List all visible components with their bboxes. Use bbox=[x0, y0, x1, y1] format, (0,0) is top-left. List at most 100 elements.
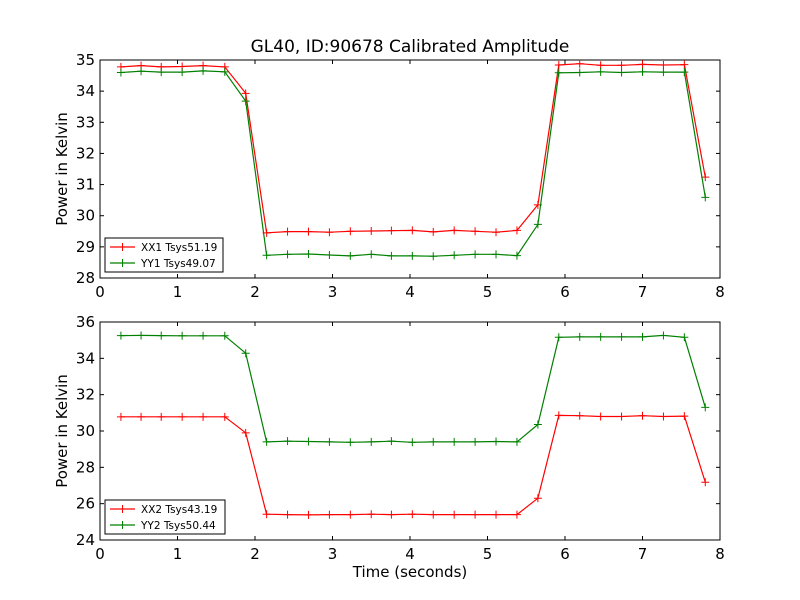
data-point bbox=[283, 227, 292, 236]
data-point bbox=[178, 412, 187, 421]
data-point bbox=[471, 510, 480, 519]
legend-label: XX1 Tsys51.19 bbox=[141, 242, 217, 254]
data-point bbox=[408, 510, 417, 519]
data-point bbox=[638, 332, 647, 341]
data-point bbox=[512, 437, 521, 446]
data-point bbox=[304, 437, 313, 446]
legend-marker bbox=[118, 505, 127, 513]
legend-marker bbox=[118, 243, 127, 251]
data-point bbox=[325, 510, 334, 519]
data-point bbox=[575, 68, 584, 77]
data-point bbox=[241, 428, 250, 437]
data-point bbox=[659, 412, 668, 421]
data-point bbox=[304, 510, 313, 519]
series-2 bbox=[116, 66, 710, 261]
data-point bbox=[659, 331, 668, 340]
x-tick-label: 3 bbox=[328, 283, 338, 301]
x-tick-label: 8 bbox=[715, 283, 725, 301]
data-point bbox=[575, 332, 584, 341]
x-tick-label: 0 bbox=[95, 545, 105, 563]
data-point bbox=[346, 438, 355, 447]
data-point bbox=[367, 250, 376, 259]
data-point bbox=[680, 68, 689, 77]
data-point bbox=[596, 332, 605, 341]
data-point bbox=[638, 60, 647, 69]
data-point bbox=[680, 60, 689, 69]
data-point bbox=[492, 437, 501, 446]
data-point bbox=[492, 250, 501, 259]
data-point bbox=[220, 67, 229, 76]
data-point bbox=[116, 68, 125, 77]
data-point bbox=[554, 68, 563, 77]
data-point bbox=[701, 403, 710, 412]
data-point bbox=[471, 250, 480, 259]
y-axis-label: Power in Kelvin bbox=[53, 112, 71, 226]
y-axis-label: Power in Kelvin bbox=[53, 374, 71, 488]
data-point bbox=[638, 411, 647, 420]
data-point bbox=[304, 250, 313, 259]
data-point bbox=[429, 227, 438, 236]
x-tick-label: 7 bbox=[638, 545, 648, 563]
data-point bbox=[387, 510, 396, 519]
data-point bbox=[283, 437, 292, 446]
data-point bbox=[554, 411, 563, 420]
data-point bbox=[283, 510, 292, 519]
y-tick-label: 30 bbox=[76, 207, 95, 225]
data-point bbox=[241, 89, 250, 98]
data-point bbox=[554, 60, 563, 69]
y-tick-label: 34 bbox=[76, 82, 95, 100]
data-point bbox=[701, 478, 710, 487]
x-tick-label: 0 bbox=[95, 283, 105, 301]
data-point bbox=[492, 228, 501, 237]
data-point bbox=[429, 252, 438, 261]
data-point bbox=[325, 250, 334, 259]
data-point bbox=[429, 437, 438, 446]
x-tick-label: 2 bbox=[250, 545, 260, 563]
data-point bbox=[387, 437, 396, 446]
y-tick-label: 32 bbox=[76, 386, 95, 404]
y-tick-label: 32 bbox=[76, 144, 95, 162]
y-tick-label: 28 bbox=[76, 269, 95, 287]
x-tick-label: 6 bbox=[560, 283, 570, 301]
data-point bbox=[617, 412, 626, 421]
data-point bbox=[137, 67, 146, 76]
y-tick-label: 26 bbox=[76, 495, 95, 513]
x-tick-label: 1 bbox=[173, 283, 183, 301]
legend-marker bbox=[118, 521, 127, 529]
x-tick-label: 3 bbox=[328, 545, 338, 563]
legend-box bbox=[104, 237, 224, 273]
data-point bbox=[304, 227, 313, 236]
legend-label: XX2 Tsys43.19 bbox=[141, 504, 217, 516]
data-point bbox=[137, 412, 146, 421]
y-tick-label: 36 bbox=[76, 313, 95, 331]
data-point bbox=[367, 226, 376, 235]
figure-title: GL40, ID:90678 Calibrated Amplitude bbox=[251, 37, 570, 57]
data-point bbox=[346, 510, 355, 519]
data-point bbox=[241, 349, 250, 358]
data-point bbox=[617, 61, 626, 70]
data-point bbox=[157, 412, 166, 421]
data-point bbox=[575, 411, 584, 420]
data-point bbox=[199, 66, 208, 75]
x-tick-label: 8 bbox=[715, 545, 725, 563]
x-tick-label: 4 bbox=[405, 283, 415, 301]
data-point bbox=[554, 333, 563, 342]
legend: XX1 Tsys51.19 YY1 Tsys49.07 bbox=[104, 237, 224, 273]
data-point bbox=[680, 333, 689, 342]
data-point bbox=[220, 412, 229, 421]
data-point bbox=[617, 68, 626, 77]
data-point bbox=[199, 331, 208, 340]
data-point bbox=[346, 251, 355, 260]
data-point bbox=[116, 412, 125, 421]
x-tick-label: 5 bbox=[483, 283, 493, 301]
data-point bbox=[533, 420, 542, 429]
data-point bbox=[575, 59, 584, 68]
x-tick-label: 4 bbox=[405, 545, 415, 563]
data-point bbox=[512, 251, 521, 260]
series-1 bbox=[116, 411, 710, 519]
data-point bbox=[325, 228, 334, 237]
data-point bbox=[262, 251, 271, 260]
data-point bbox=[157, 331, 166, 340]
data-point bbox=[450, 510, 459, 519]
